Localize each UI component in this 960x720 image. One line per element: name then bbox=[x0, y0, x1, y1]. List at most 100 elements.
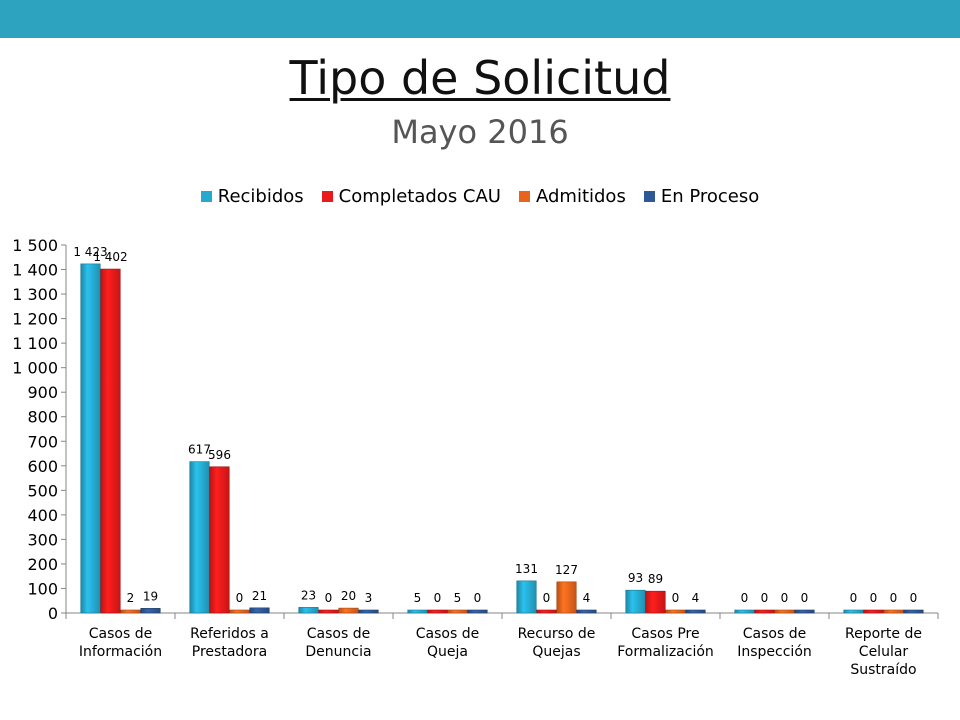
bar bbox=[140, 608, 161, 614]
data-label: 0 bbox=[672, 591, 680, 605]
y-tick-label: 100 bbox=[27, 579, 58, 598]
y-tick-label: 700 bbox=[27, 432, 58, 451]
y-tick-label: 1 300 bbox=[12, 285, 58, 304]
bar bbox=[358, 609, 379, 614]
data-label: 21 bbox=[252, 589, 267, 603]
bar bbox=[229, 609, 250, 614]
bar bbox=[249, 607, 270, 614]
y-tick-label: 400 bbox=[27, 506, 58, 525]
x-tick-label: Formalización bbox=[617, 644, 714, 660]
data-label: 0 bbox=[325, 591, 333, 605]
data-label: 0 bbox=[236, 591, 244, 605]
legend-item-en-proceso: En Proceso bbox=[643, 185, 760, 207]
y-tick-label: 1 500 bbox=[12, 236, 58, 255]
slide-title: Tipo de Solicitud bbox=[0, 50, 960, 106]
x-tick-label: Casos de bbox=[89, 626, 152, 642]
x-tick-label: Quejas bbox=[532, 644, 580, 660]
data-label: 0 bbox=[781, 591, 789, 605]
legend-label-admitidos: Admitidos bbox=[535, 185, 626, 207]
bar bbox=[100, 268, 121, 614]
legend-swatch-recibidos bbox=[200, 190, 212, 202]
bar bbox=[556, 581, 577, 614]
x-tick-label: Información bbox=[79, 644, 162, 660]
bar bbox=[685, 609, 706, 614]
x-tick-label: Casos de bbox=[743, 626, 806, 642]
y-tick-label: 900 bbox=[27, 383, 58, 402]
data-label: 1 423 bbox=[73, 245, 107, 259]
bar bbox=[516, 580, 537, 614]
y-tick-label: 800 bbox=[27, 408, 58, 427]
data-label: 0 bbox=[741, 591, 749, 605]
y-tick-label: 300 bbox=[27, 530, 58, 549]
slide-title-text: Tipo de Solicitud bbox=[289, 51, 671, 105]
x-tick-label: Sustraído bbox=[850, 662, 916, 678]
legend-label-en-proceso: En Proceso bbox=[660, 185, 760, 207]
bar bbox=[754, 609, 775, 614]
data-label: 20 bbox=[341, 589, 356, 603]
legend-item-recibidos: Recibidos bbox=[200, 185, 304, 207]
legend-label-recibidos: Recibidos bbox=[217, 185, 304, 207]
slide-subtitle: Mayo 2016 bbox=[391, 113, 569, 151]
bar bbox=[318, 609, 339, 614]
data-label: 5 bbox=[454, 591, 462, 605]
data-label: 23 bbox=[301, 588, 316, 602]
legend-item-admitidos: Admitidos bbox=[518, 185, 626, 207]
bar bbox=[883, 609, 904, 614]
x-tick-label: Casos de bbox=[416, 626, 479, 642]
data-label: 4 bbox=[583, 591, 591, 605]
x-tick-label: Prestadora bbox=[192, 644, 267, 660]
bar bbox=[536, 609, 557, 614]
top-accent-bar bbox=[0, 0, 960, 38]
data-label: 4 bbox=[692, 591, 700, 605]
bar bbox=[467, 609, 488, 614]
data-label: 0 bbox=[870, 591, 878, 605]
data-label: 0 bbox=[543, 591, 551, 605]
bar bbox=[338, 607, 359, 614]
bar bbox=[863, 609, 884, 614]
chart-legend: Recibidos Completados CAU Admitidos En P… bbox=[0, 184, 960, 208]
bar bbox=[774, 609, 795, 614]
legend-swatch-admitidos bbox=[518, 190, 530, 202]
bar bbox=[298, 607, 319, 614]
y-tick-label: 200 bbox=[27, 555, 58, 574]
bar bbox=[120, 609, 141, 614]
data-label: 127 bbox=[555, 563, 578, 577]
data-label: 0 bbox=[801, 591, 809, 605]
data-label: 0 bbox=[850, 591, 858, 605]
y-tick-label: 600 bbox=[27, 457, 58, 476]
bar bbox=[80, 263, 101, 614]
bar bbox=[427, 609, 448, 614]
bar bbox=[447, 609, 468, 614]
data-label: 5 bbox=[414, 591, 422, 605]
bar bbox=[645, 590, 666, 614]
bar bbox=[209, 466, 230, 614]
bar bbox=[189, 461, 210, 614]
y-tick-label: 1 000 bbox=[12, 359, 58, 378]
x-tick-label: Celular bbox=[859, 644, 909, 660]
data-label: 0 bbox=[890, 591, 898, 605]
x-tick-label: Inspección bbox=[737, 644, 812, 660]
data-label: 0 bbox=[761, 591, 769, 605]
x-tick-label: Recurso de bbox=[518, 626, 596, 642]
data-label: 617 bbox=[188, 443, 211, 457]
bar bbox=[625, 589, 646, 614]
data-label: 3 bbox=[365, 591, 373, 605]
bar bbox=[665, 609, 686, 614]
x-tick-label: Casos de bbox=[307, 626, 370, 642]
bar bbox=[576, 609, 597, 614]
data-label: 93 bbox=[628, 571, 643, 585]
bar bbox=[903, 609, 924, 614]
x-tick-label: Queja bbox=[427, 644, 468, 660]
data-label: 0 bbox=[434, 591, 442, 605]
data-label: 19 bbox=[143, 589, 158, 603]
x-tick-label: Denuncia bbox=[305, 644, 371, 660]
data-label: 596 bbox=[208, 448, 231, 462]
y-tick-label: 1 200 bbox=[12, 310, 58, 329]
bar bbox=[407, 609, 428, 614]
data-label: 89 bbox=[648, 572, 663, 586]
data-label: 131 bbox=[515, 562, 538, 576]
y-tick-label: 0 bbox=[48, 604, 58, 623]
bar bbox=[794, 609, 815, 614]
data-label: 0 bbox=[474, 591, 482, 605]
